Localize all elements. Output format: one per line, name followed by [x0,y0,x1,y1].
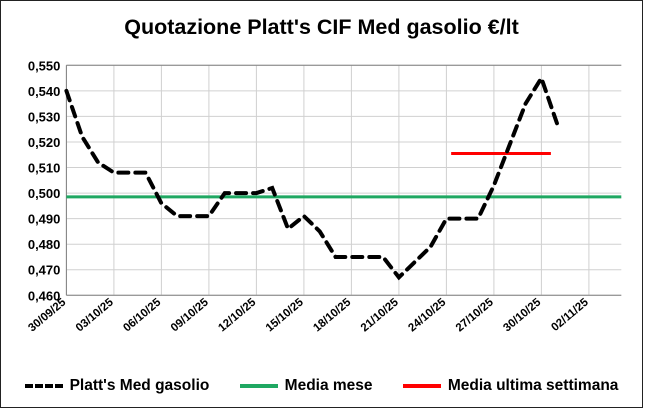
svg-text:0,550: 0,550 [28,58,61,73]
svg-text:0,490: 0,490 [28,212,61,227]
svg-text:0,510: 0,510 [28,161,61,176]
svg-text:27/10/25: 27/10/25 [454,296,496,334]
svg-text:02/11/25: 02/11/25 [549,296,591,334]
svg-text:09/10/25: 09/10/25 [169,296,211,334]
svg-text:18/10/25: 18/10/25 [311,296,353,334]
svg-text:30/10/25: 30/10/25 [501,296,543,334]
svg-text:12/10/25: 12/10/25 [216,296,258,334]
svg-text:0,520: 0,520 [28,135,61,150]
svg-text:0,530: 0,530 [28,109,61,124]
svg-text:0,540: 0,540 [28,84,61,99]
svg-text:0,470: 0,470 [28,263,61,278]
svg-text:0,480: 0,480 [28,237,61,252]
svg-text:21/10/25: 21/10/25 [359,296,401,334]
svg-text:03/10/25: 03/10/25 [74,296,116,334]
svg-text:0,500: 0,500 [28,186,61,201]
svg-text:06/10/25: 06/10/25 [121,296,163,334]
svg-text:24/10/25: 24/10/25 [406,296,448,334]
svg-text:15/10/25: 15/10/25 [264,296,306,334]
